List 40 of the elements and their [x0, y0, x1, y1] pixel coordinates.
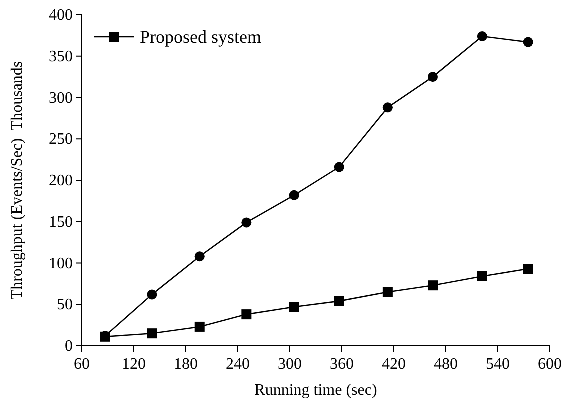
x-axis-title: Running time (sec) [254, 382, 378, 399]
x-tick-label: 300 [278, 356, 302, 373]
y-axis-title: Throughput (Events/Sec) Thousands [9, 61, 26, 300]
point [242, 310, 252, 320]
point [289, 190, 300, 200]
point [242, 218, 252, 228]
x-tick-label: 240 [226, 356, 250, 373]
point [194, 322, 205, 332]
x-tick-label: 480 [434, 356, 458, 373]
point [523, 37, 534, 48]
x-tick-label: 180 [174, 356, 198, 373]
point [147, 328, 158, 339]
x-tick-label: 60 [74, 356, 90, 373]
point [428, 280, 438, 291]
y-tick-label: 50 [57, 296, 73, 314]
point [428, 72, 438, 82]
x-tick-label: 120 [122, 356, 146, 373]
point [382, 287, 393, 298]
y-tick-label: 300 [49, 90, 73, 107]
y-tick-label: 350 [49, 48, 73, 66]
point [334, 162, 344, 172]
legend-label: Proposed system [140, 27, 262, 47]
y-tick-label: 200 [49, 172, 73, 190]
x-tick-label: 540 [486, 356, 510, 373]
point [334, 296, 344, 306]
y-tick-label: 150 [49, 214, 73, 231]
point [523, 264, 534, 274]
point [477, 271, 488, 282]
y-tick-label: 400 [49, 7, 73, 24]
y-tick-label: 100 [49, 255, 73, 272]
point [382, 102, 393, 113]
x-tick-label: 600 [538, 356, 562, 373]
x-tick-label: 360 [330, 356, 354, 373]
y-tick-label: 0 [65, 338, 73, 355]
x-tick-label: 420 [382, 356, 406, 373]
point [147, 290, 158, 300]
point [194, 252, 205, 262]
point [477, 32, 488, 42]
point [289, 302, 300, 312]
y-tick-label: 250 [49, 131, 73, 148]
